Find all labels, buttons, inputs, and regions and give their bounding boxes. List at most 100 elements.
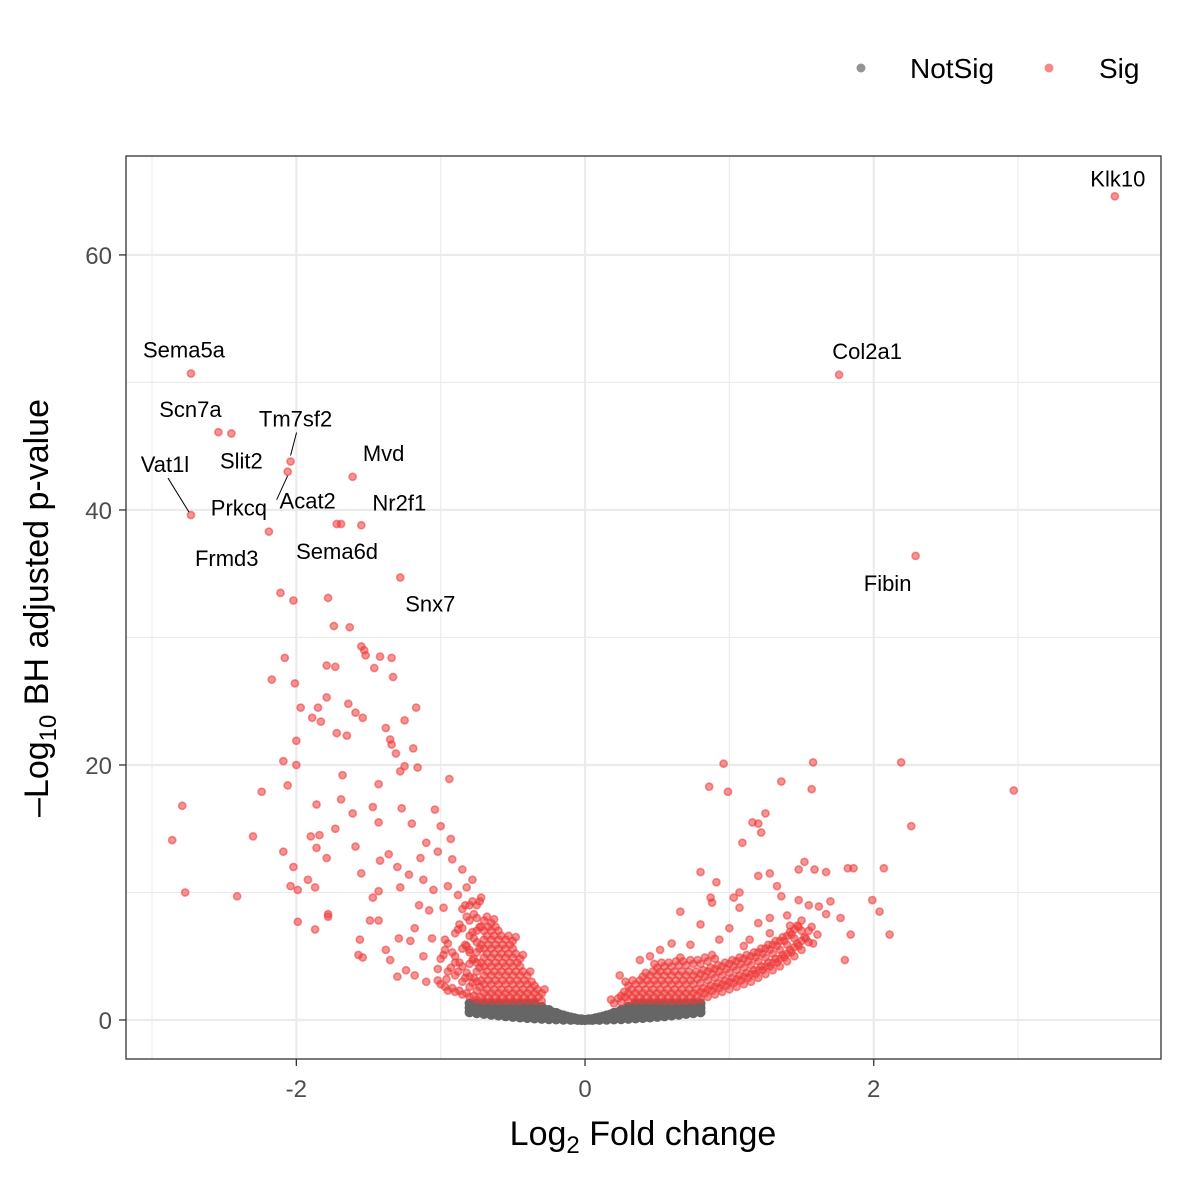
sig-point — [264, 527, 274, 537]
sig-point — [291, 736, 301, 746]
sig-point — [427, 933, 437, 943]
sig-point — [436, 821, 446, 831]
sig-point — [421, 838, 431, 848]
sig-point — [408, 743, 418, 753]
sig-point — [444, 774, 454, 784]
sig-point — [696, 919, 705, 929]
sig-point — [280, 653, 290, 663]
sig-point — [836, 913, 845, 923]
sig-point — [540, 984, 550, 994]
x-tick-label: 2 — [867, 1076, 880, 1103]
sig-point — [875, 907, 884, 917]
plot-panel — [126, 156, 1161, 1059]
sig-point — [675, 953, 685, 962]
sig-point — [867, 895, 877, 905]
sig-point — [840, 955, 850, 965]
sig-point — [439, 903, 448, 913]
sig-point — [330, 824, 340, 834]
sig-point — [440, 935, 450, 945]
sig-point — [330, 662, 340, 672]
x-tick-label: -2 — [286, 1076, 307, 1103]
sig-point — [808, 939, 818, 948]
sig-point — [813, 930, 822, 939]
label-connector — [167, 477, 190, 513]
sig-point — [278, 756, 288, 766]
sig-point — [310, 882, 320, 892]
sig-point — [365, 916, 375, 925]
sig-point — [332, 728, 342, 738]
sig-point — [375, 652, 385, 661]
sig-point — [906, 821, 916, 831]
sig-point — [392, 862, 402, 872]
sig-point — [615, 970, 625, 980]
sig-point — [667, 939, 677, 948]
sig-point — [843, 863, 853, 873]
sig-point — [885, 930, 895, 939]
sig-point — [794, 865, 804, 874]
legend-notsig-swatch — [856, 63, 866, 73]
sig-point — [686, 940, 695, 950]
sig-point — [776, 777, 786, 786]
sig-point — [186, 510, 196, 520]
notsig-point — [533, 1009, 544, 1020]
sig-point — [430, 805, 440, 814]
sig-point — [387, 740, 397, 749]
x-axis-title: Log2 Fold change — [510, 1115, 777, 1159]
notsig-point — [634, 1009, 645, 1020]
sig-point — [348, 809, 358, 818]
sig-point — [395, 573, 405, 582]
sig-point — [735, 903, 744, 913]
notsig-point — [525, 1009, 536, 1020]
label-connector — [276, 475, 289, 500]
sig-point — [462, 968, 472, 978]
sig-point — [394, 933, 404, 943]
sig-point — [729, 893, 739, 902]
sig-point — [388, 672, 398, 682]
sig-point — [635, 955, 645, 965]
sig-point — [232, 891, 242, 901]
sig-point — [655, 945, 665, 955]
y-tick-label: 60 — [85, 243, 112, 270]
y-axis-title: –Log10 BH adjusted p-value — [18, 399, 62, 817]
label-connector — [290, 432, 298, 456]
sig-point — [834, 370, 844, 380]
sig-point — [765, 868, 775, 878]
sig-point — [761, 809, 770, 818]
notsig-point — [626, 1009, 637, 1020]
y-axis-title-sub: 10 — [35, 715, 62, 742]
sig-point — [312, 800, 321, 809]
sig-point — [356, 520, 366, 530]
sig-point — [381, 723, 391, 733]
sig-point — [700, 953, 710, 962]
sig-point — [310, 925, 320, 934]
sig-point — [511, 932, 521, 942]
sig-point — [628, 976, 638, 985]
sig-point — [724, 923, 734, 933]
sig-point — [226, 429, 236, 438]
sig-point — [289, 596, 298, 605]
sig-point — [322, 661, 332, 670]
x-tick-label: 0 — [578, 1076, 591, 1103]
sig-point — [711, 877, 721, 887]
sig-point — [696, 867, 705, 877]
sig-point — [429, 885, 438, 895]
sig-point — [323, 593, 333, 603]
sig-point — [368, 802, 378, 812]
sig-point — [1110, 191, 1120, 201]
sig-point — [180, 888, 190, 897]
gene-label-nr2f1: Nr2f1 — [372, 490, 426, 515]
sig-point — [446, 834, 456, 844]
sig-point — [384, 849, 394, 859]
sig-point — [424, 905, 434, 915]
sig-point — [278, 847, 288, 857]
sig-point — [447, 983, 457, 993]
sig-point — [407, 819, 417, 829]
sig-point — [348, 472, 358, 482]
sig-point — [621, 977, 630, 987]
gene-labels: Klk10 Col2a1 Fibin Sema5a Scn7a Slit2 Tm7sf2 Ac… — [141, 166, 1146, 616]
sig-point — [765, 928, 775, 938]
sig-point — [291, 760, 301, 770]
sig-point — [707, 898, 717, 908]
sig-point — [418, 951, 428, 961]
sig-point — [312, 843, 321, 853]
